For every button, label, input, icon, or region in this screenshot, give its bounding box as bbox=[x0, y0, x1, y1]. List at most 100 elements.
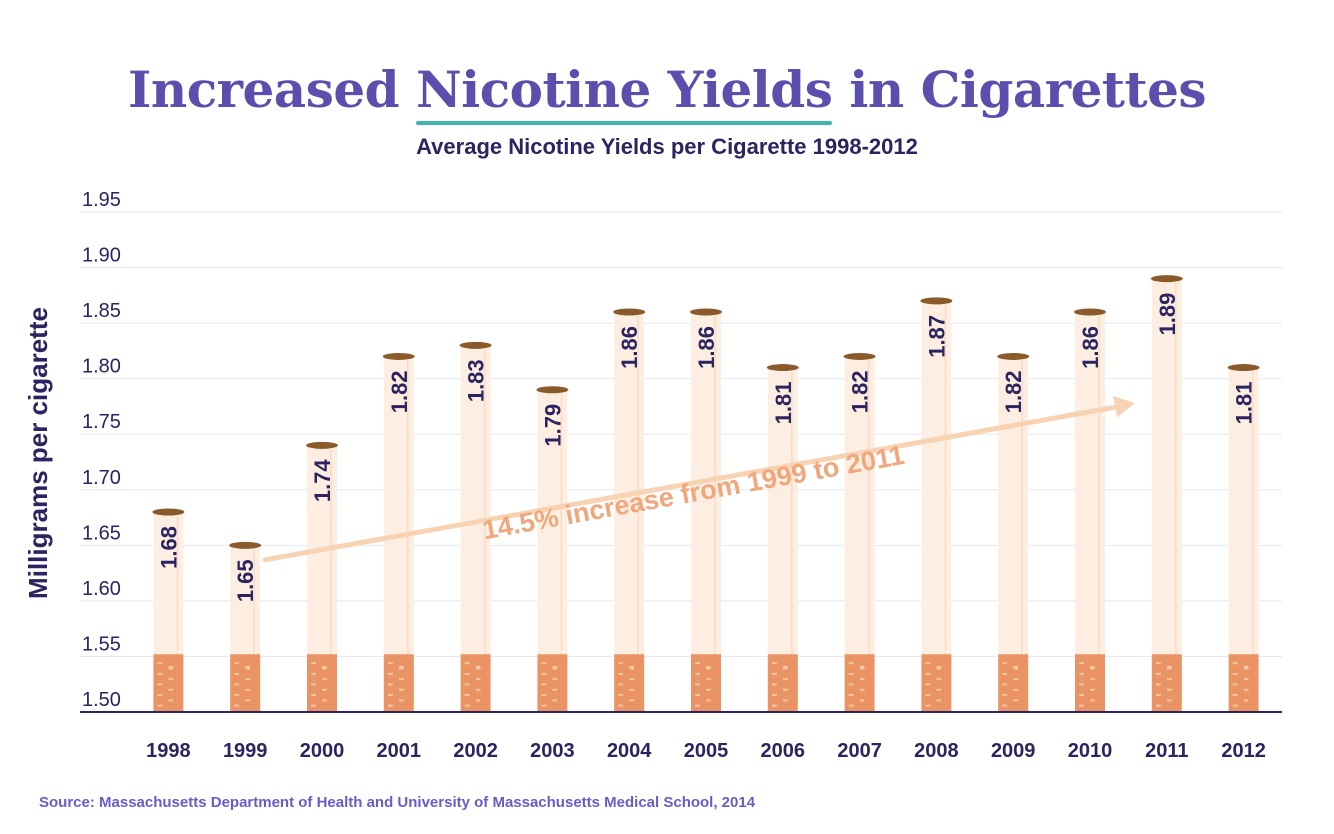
x-tick-label: 2005 bbox=[684, 740, 729, 762]
filter-speckle bbox=[311, 694, 316, 697]
filter-speckle bbox=[771, 672, 777, 675]
filter-speckle bbox=[706, 688, 711, 691]
filter-speckle bbox=[706, 667, 711, 670]
filter-speckle bbox=[1079, 704, 1084, 707]
cigarette-tip bbox=[920, 297, 953, 305]
filter-speckle bbox=[1079, 662, 1084, 665]
filter-speckle bbox=[936, 667, 942, 670]
y-tick-label: 1.95 bbox=[82, 189, 121, 211]
value-label: 1.87 bbox=[924, 315, 949, 358]
x-tick-label: 2001 bbox=[377, 740, 422, 762]
filter-speckle bbox=[552, 665, 558, 668]
filter-speckle bbox=[629, 665, 635, 668]
filter-speckle bbox=[1090, 665, 1095, 668]
filter-speckle bbox=[1243, 667, 1249, 670]
cigarette-paper bbox=[921, 300, 952, 655]
filter-speckle bbox=[541, 694, 547, 697]
filter-speckle bbox=[322, 699, 327, 702]
filter-speckle bbox=[245, 665, 251, 668]
cigarette-bar: 1.65 bbox=[229, 541, 262, 712]
cigarette-bar: 1.81 bbox=[1227, 364, 1260, 712]
filter-speckle bbox=[234, 694, 240, 697]
filter-speckle bbox=[1090, 688, 1095, 691]
filter-speckle bbox=[234, 683, 240, 686]
cigarette-tip bbox=[536, 386, 569, 394]
cigarette-tip bbox=[1150, 275, 1183, 283]
value-label: 1.81 bbox=[1232, 382, 1257, 425]
value-label: 1.86 bbox=[1078, 326, 1103, 369]
filter-speckle bbox=[398, 667, 404, 670]
cigarette-bar: 1.83 bbox=[459, 341, 492, 712]
filter-speckle bbox=[771, 662, 777, 665]
value-label: 1.89 bbox=[1155, 293, 1180, 336]
x-tick-label: 1999 bbox=[223, 740, 268, 762]
cigarette-bar: 1.74 bbox=[306, 441, 338, 712]
filter-speckle bbox=[541, 672, 547, 675]
cigarette-paper bbox=[537, 389, 568, 655]
cigarette-tip bbox=[1074, 308, 1106, 316]
y-tick-label: 1.90 bbox=[82, 245, 121, 267]
filter-speckle bbox=[1090, 678, 1095, 681]
filter-speckle bbox=[1013, 699, 1019, 702]
cigarette-bar: 1.86 bbox=[613, 308, 646, 712]
filter-speckle bbox=[618, 672, 624, 675]
cigarette-paper bbox=[1151, 278, 1182, 655]
cigarette-paper bbox=[460, 345, 491, 655]
filter-speckle bbox=[1090, 699, 1095, 702]
filter-speckle bbox=[1232, 694, 1238, 697]
filter-speckle bbox=[475, 667, 481, 670]
cigarette-tip bbox=[459, 341, 492, 349]
filter-speckle bbox=[771, 694, 777, 697]
filter-speckle bbox=[1079, 694, 1084, 697]
filter-speckle bbox=[782, 665, 788, 668]
filter-speckle bbox=[475, 665, 481, 668]
filter-speckle bbox=[1013, 665, 1019, 668]
filter-speckle bbox=[541, 683, 547, 686]
cigarette-tip bbox=[613, 308, 646, 316]
filter-speckle bbox=[925, 683, 931, 686]
filter-speckle bbox=[387, 694, 393, 697]
filter-speckle bbox=[695, 683, 700, 686]
filter-speckle bbox=[552, 667, 558, 670]
filter-speckle bbox=[311, 662, 316, 665]
filter-speckle bbox=[1002, 672, 1008, 675]
value-label: 1.74 bbox=[310, 459, 335, 503]
filter-speckle bbox=[245, 699, 251, 702]
filter-speckle bbox=[1155, 694, 1161, 697]
filter-speckle bbox=[464, 672, 470, 675]
filter-speckle bbox=[1155, 662, 1161, 665]
cigarette-paper bbox=[767, 367, 798, 655]
filter-speckle bbox=[311, 683, 316, 686]
filter-speckle bbox=[629, 688, 635, 691]
cigarette-paper bbox=[1228, 367, 1259, 655]
filter-speckle bbox=[848, 683, 854, 686]
filter-speckle bbox=[848, 704, 854, 707]
filter-speckle bbox=[1013, 678, 1019, 681]
arrow-shaft bbox=[262, 402, 1130, 563]
filter-speckle bbox=[618, 704, 624, 707]
filter-speckle bbox=[1155, 683, 1161, 686]
filter-speckle bbox=[464, 694, 470, 697]
filter-speckle bbox=[936, 699, 942, 702]
value-label: 1.86 bbox=[617, 326, 642, 369]
filter-speckle bbox=[629, 678, 635, 681]
x-tick-label: 1998 bbox=[146, 740, 191, 762]
cigarette-paper bbox=[844, 356, 875, 655]
filter-speckle bbox=[925, 704, 931, 707]
filter-speckle bbox=[1243, 688, 1249, 691]
cigarette-tip bbox=[690, 308, 722, 316]
x-tick-label: 2004 bbox=[607, 740, 652, 762]
filter-speckle bbox=[848, 672, 854, 675]
filter-speckle bbox=[322, 678, 327, 681]
x-tick-label: 2002 bbox=[453, 740, 498, 762]
filter-speckle bbox=[1166, 678, 1172, 681]
filter-speckle bbox=[157, 704, 163, 707]
cigarette-bar: 1.86 bbox=[1074, 308, 1106, 712]
x-tick-label: 2011 bbox=[1145, 740, 1188, 762]
filter-speckle bbox=[398, 699, 404, 702]
filter-speckle bbox=[1232, 662, 1238, 665]
filter-speckle bbox=[695, 704, 700, 707]
filter-speckle bbox=[245, 678, 251, 681]
cigarette-paper bbox=[383, 356, 414, 655]
filter-speckle bbox=[695, 662, 700, 665]
